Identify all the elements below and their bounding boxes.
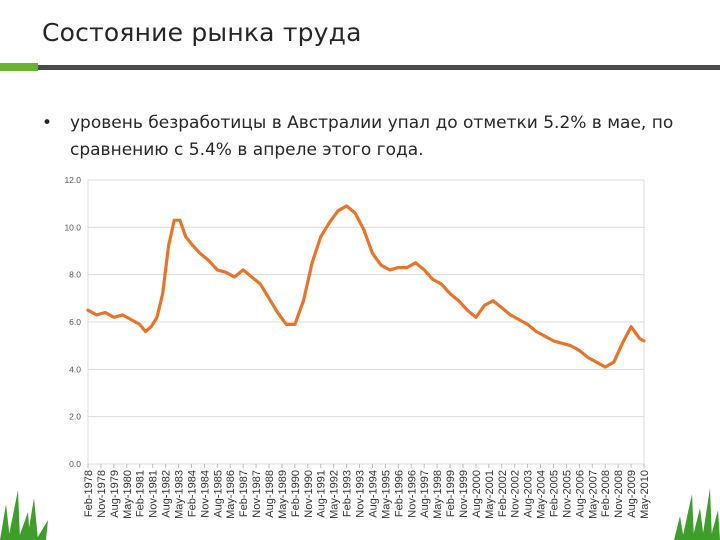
x-tick-label: May-1980 [122,470,134,519]
x-tick-label: Feb-2005 [548,470,560,517]
grass-decoration-left [0,490,48,540]
x-tick-label: Nov-1996 [406,470,418,518]
title-divider [38,65,720,70]
x-tick-label: May-1983 [174,470,186,519]
x-tick-label: Nov-1987 [251,470,263,518]
unemployment-series-line [86,204,646,369]
x-tick-label: Feb-1987 [238,470,250,517]
x-tick-label: Aug-2003 [523,470,535,518]
x-tick-label: Nov-1981 [148,470,160,518]
y-tick-label: 8.0 [69,270,81,280]
x-tick-label: Feb-1996 [393,470,405,517]
x-tick-label: Nov-1978 [96,470,108,518]
x-tick-label: May-1995 [380,470,392,519]
bullet-item: • уровень безработицы в Австралии упал д… [42,110,682,164]
x-tick-label: May-2010 [639,470,651,519]
x-tick-label: Nov-1999 [458,470,470,518]
x-tick-label: Aug-1982 [161,470,173,518]
title-accent-bar [0,63,38,71]
grass-decoration-right [674,488,720,540]
y-tick-label: 0.0 [69,459,81,469]
y-tick-label: 4.0 [69,364,81,374]
x-tick-label: Aug-2009 [626,470,638,518]
x-tick-label: May-2004 [536,470,548,519]
x-tick-labels: Feb-1978 Nov-1978 Aug-1979 May-1980 Feb-1981… [83,464,651,519]
x-tick-label: May-1986 [225,470,237,519]
x-tick-label: Nov-1990 [303,470,315,518]
x-tick-label: Aug-2000 [471,470,483,518]
x-tick-label: Feb-1978 [83,470,95,517]
x-tick-label: Nov-1984 [199,470,211,518]
chart-grid [87,179,645,465]
slide-title: Состояние рынка труда [42,18,362,47]
x-tick-label: Aug-1985 [212,470,224,518]
y-tick-label: 12.0 [64,175,81,185]
bullet-marker: • [42,113,53,133]
bullet-text: уровень безработицы в Австралии упал до … [70,113,674,160]
x-tick-label: May-1992 [329,470,341,519]
x-tick-label: Feb-1993 [342,470,354,517]
x-tick-label: Feb-1984 [186,470,198,517]
x-tick-label: May-1998 [432,470,444,519]
x-tick-label: May-2007 [587,470,599,519]
x-tick-label: Nov-1993 [355,470,367,518]
x-tick-label: Aug-2006 [574,470,586,518]
x-tick-label: Feb-2002 [497,470,509,517]
y-tick-label: 10.0 [64,222,81,232]
x-tick-label: May-1989 [277,470,289,519]
unemployment-chart: 0.0 2.0 4.0 6.0 8.0 10.0 12.0 Feb-1978 Nov-1978… [64,175,651,519]
x-tick-label: Feb-1999 [445,470,457,517]
x-tick-label: Feb-2008 [600,470,612,517]
x-tick-label: Aug-1991 [316,470,328,518]
x-tick-label: Nov-2008 [613,470,625,518]
y-tick-labels: 0.0 2.0 4.0 6.0 8.0 10.0 12.0 [64,175,81,469]
x-tick-label: Feb-1990 [290,470,302,517]
x-tick-label: Aug-1979 [109,470,121,518]
x-tick-label: Aug-1994 [367,470,379,518]
y-tick-label: 2.0 [69,412,81,422]
x-tick-label: Nov-2002 [510,470,522,518]
x-tick-label: Aug-1988 [264,470,276,518]
x-tick-label: May-2001 [484,470,496,519]
x-tick-label: Feb-1981 [135,470,147,517]
x-tick-label: Aug-1997 [419,470,431,518]
x-tick-label: Nov-2005 [561,470,573,518]
y-tick-label: 6.0 [69,317,81,327]
